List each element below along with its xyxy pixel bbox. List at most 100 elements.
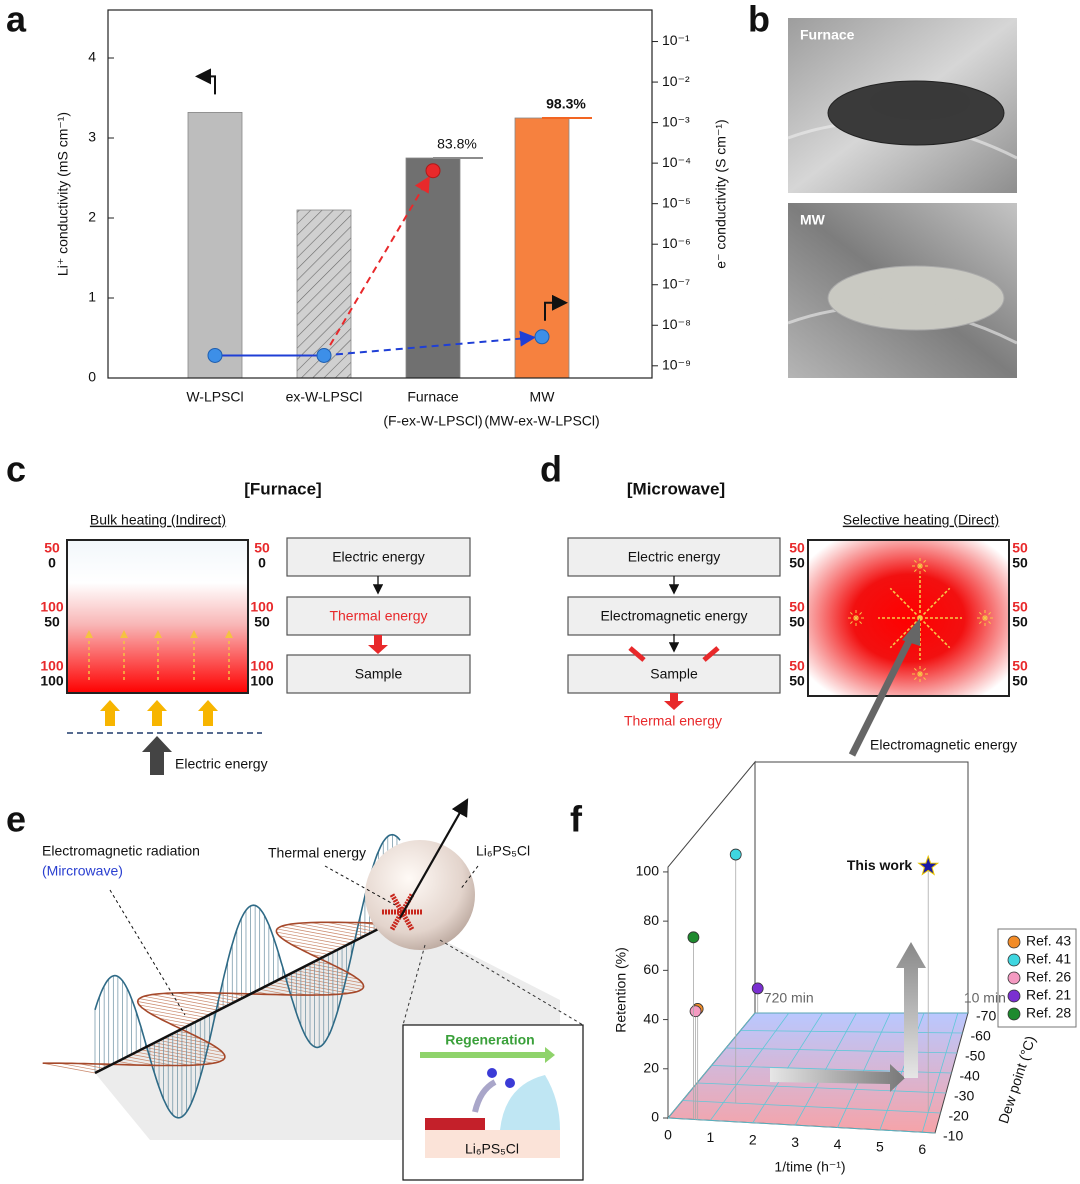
y-axis-label: Retention (%) — [613, 947, 629, 1033]
panel-label: e — [6, 799, 26, 840]
z-tick-label: -30 — [954, 1088, 974, 1104]
x-tick-label: 2 — [749, 1131, 757, 1147]
z-tick-label: -50 — [965, 1048, 985, 1064]
legend-marker — [1007, 1007, 1021, 1021]
z-tick-label: -20 — [949, 1108, 969, 1124]
particle — [365, 840, 475, 950]
coating — [425, 1118, 485, 1130]
leader — [109, 889, 186, 1016]
x-tick-label: W-LPSCl — [186, 389, 243, 405]
y2-tick-label: 10⁻⁶ — [662, 235, 691, 251]
wave-hatch — [210, 992, 242, 999]
water — [500, 1075, 560, 1130]
scale-label: 50 — [1012, 599, 1028, 615]
wave-hatch — [277, 979, 349, 994]
hot-spot — [399, 910, 415, 931]
scale-label: 0 — [48, 555, 56, 571]
wave-hatch — [150, 1013, 196, 1023]
y2-axis-label: e⁻ conductivity (S cm⁻¹) — [713, 119, 729, 268]
wave-hatch — [42, 1062, 96, 1074]
heat-ray — [912, 558, 921, 567]
heat-ray — [855, 617, 864, 626]
scale-label: 50 — [789, 614, 805, 630]
wave-hatch — [145, 1047, 221, 1062]
y-tick-label: 100 — [636, 863, 660, 879]
heat-ray — [912, 565, 921, 574]
panel-label: b — [748, 0, 770, 40]
heat-ray — [848, 617, 857, 626]
heat-out — [702, 646, 720, 662]
em-arrow — [848, 633, 916, 757]
x-tick-label: 6 — [918, 1141, 926, 1157]
wave-hatch — [287, 975, 362, 990]
flow-label: Thermal energy — [329, 608, 427, 624]
legend — [997, 928, 1077, 1028]
flow-arrow-red — [368, 635, 388, 654]
heat-head — [85, 630, 93, 638]
axis-indicator-left — [195, 68, 216, 95]
wave-hatch — [137, 1001, 210, 1016]
wave-hatch — [276, 931, 347, 946]
grid-line — [696, 1082, 947, 1094]
flow-label: Electric energy — [628, 549, 721, 565]
wave-hatch — [176, 992, 233, 1004]
flow-label: Electromagnetic energy — [600, 608, 747, 624]
trend-arrow-v — [896, 942, 926, 1078]
y2-tick-label: 10⁻⁵ — [662, 194, 691, 210]
legend-marker — [1007, 953, 1021, 967]
x-tick-label: Furnace — [407, 389, 459, 405]
bar — [187, 112, 243, 379]
point — [425, 163, 441, 179]
inset-material: Li₆PS₅Cl — [465, 1141, 519, 1157]
heat-ray — [889, 587, 921, 619]
point-label: This work — [847, 857, 913, 873]
x-axis-label: 1/time (h⁻¹) — [774, 1159, 845, 1175]
y-tick-label: 2 — [88, 209, 96, 225]
wave-hatch — [259, 988, 290, 996]
wave-hatch — [168, 1035, 211, 1044]
legend-label: Ref. 43 — [1026, 933, 1071, 949]
wave-hatch — [139, 1004, 205, 1018]
y2-tick-label: 10⁻⁴ — [662, 154, 691, 170]
wave-electric — [94, 833, 401, 1119]
z-tick-label: -40 — [960, 1068, 980, 1084]
y-tick-label: 3 — [88, 129, 96, 145]
wave-hatch — [143, 1008, 201, 1020]
y2-tick-label: 10⁻⁷ — [662, 275, 690, 291]
x-tick-sublabel: (MW-ex-W-LPSCl) — [484, 413, 599, 429]
flow-box — [286, 654, 471, 694]
scale-label: 50 — [789, 599, 805, 615]
legend-marker — [1007, 989, 1021, 1003]
wave-hatch — [278, 935, 343, 948]
y-tick-label: 0 — [88, 369, 96, 385]
heat-head — [154, 630, 162, 638]
wave-hatch — [283, 939, 338, 951]
annotation: Electromagnetic radiation — [42, 843, 200, 859]
wave-hatch — [143, 995, 219, 1011]
heat-ray — [855, 610, 864, 619]
powder-top — [870, 84, 970, 120]
wave-hatch — [154, 1042, 225, 1057]
annotation: 10 min — [964, 990, 1006, 1006]
wave-hatch — [300, 968, 359, 980]
heat-ray — [977, 617, 986, 626]
substrate — [425, 1130, 560, 1158]
wave-hatch — [297, 922, 365, 937]
wave-hatch — [277, 928, 352, 944]
panel-label: d — [540, 449, 562, 490]
panel-title: [Microwave] — [627, 479, 725, 498]
bar-label: 83.8% — [437, 136, 477, 152]
photo-label: Furnace — [800, 27, 855, 43]
x-tick-label: 4 — [834, 1136, 842, 1152]
photo-label: MW — [800, 212, 826, 228]
bulk-sample — [66, 539, 249, 694]
scale-label: 50 — [44, 614, 60, 630]
legend-marker — [1007, 935, 1021, 949]
energy-arrow — [142, 736, 172, 775]
source-label: Electric energy — [175, 756, 268, 772]
y2-tick-label: 10⁻¹ — [662, 32, 690, 48]
y2-tick-label: 10⁻⁸ — [662, 316, 691, 332]
wave-hatch — [291, 972, 364, 987]
inset-arrow — [420, 1047, 555, 1063]
y-tick-label: 80 — [643, 912, 659, 928]
